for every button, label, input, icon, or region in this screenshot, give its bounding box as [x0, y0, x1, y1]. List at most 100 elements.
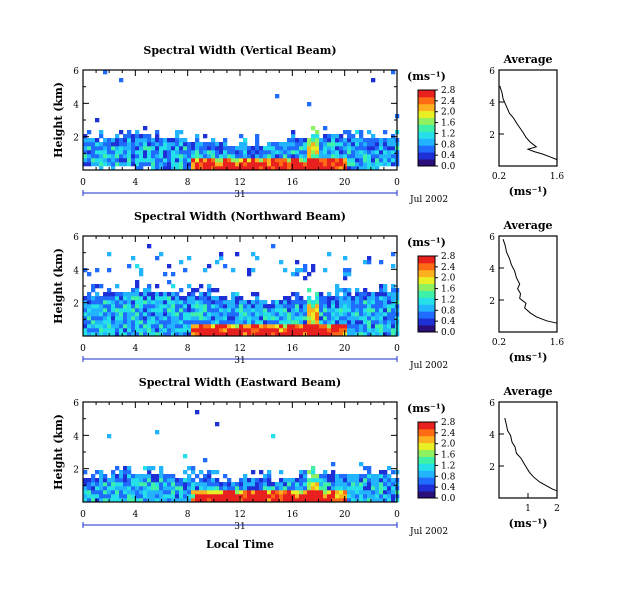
heatmap-cell: [171, 162, 176, 167]
heatmap-cell: [195, 300, 200, 305]
heatmap-cell: [251, 300, 256, 305]
heatmap-cell: [131, 474, 136, 479]
heatmap-cell: [135, 296, 140, 301]
heatmap-cell: [259, 324, 264, 329]
heatmap-cell: [315, 498, 320, 503]
heatmap-cell: [275, 142, 280, 147]
heatmap-cell: [159, 308, 164, 313]
heatmap-cell: [335, 288, 340, 293]
heatmap-cell: [99, 146, 104, 151]
x-tick-label: 0: [80, 510, 86, 520]
heatmap-cell: [299, 162, 304, 167]
heatmap-cell: [179, 288, 184, 293]
x-tick-label: 16: [287, 510, 299, 520]
heatmap-cell: [335, 154, 340, 159]
heatmap-cell: [139, 324, 144, 329]
heatmap-cell: [151, 138, 156, 143]
heatmap-cell: [123, 134, 128, 139]
heatmap-cell: [251, 154, 256, 159]
heatmap-cell: [271, 316, 276, 321]
heatmap-cell: [279, 154, 284, 159]
heatmap-cell: [375, 486, 380, 491]
heatmap-cell: [151, 142, 156, 147]
heatmap-cell: [379, 474, 384, 479]
heatmap-cell: [211, 316, 216, 321]
heatmap-cell: [231, 146, 236, 151]
heatmap-cell: [283, 478, 288, 483]
heatmap-cell: [279, 478, 284, 483]
heatmap-cell: [247, 158, 252, 163]
heatmap-cell: [163, 312, 168, 317]
heatmap-cell: [243, 320, 248, 325]
average-x-tick-label: 0.2: [492, 172, 506, 182]
heatmap-cell: [303, 268, 308, 273]
heatmap-cell: [215, 332, 220, 337]
heatmap-cell: [227, 494, 232, 499]
heatmap-cell: [207, 154, 212, 159]
heatmap-cell: [195, 166, 200, 171]
heatmap-cell: [371, 158, 376, 163]
heatmap-cell: [159, 324, 164, 329]
colorbar-tick-label: 0.4: [441, 317, 456, 327]
heatmap-cell: [215, 166, 220, 171]
heatmap-cell: [235, 252, 240, 257]
heatmap-cell: [147, 470, 152, 475]
heatmap-cell: [243, 498, 248, 503]
heatmap-cell: [367, 466, 372, 471]
heatmap-cell: [183, 312, 188, 317]
heatmap-cell: [243, 486, 248, 491]
heatmap-cell: [143, 332, 148, 337]
heatmap-cell: [171, 332, 176, 337]
heatmap-cell: [311, 486, 316, 491]
heatmap-cell: [123, 466, 128, 471]
heatmap-cell: [283, 490, 288, 495]
heatmap-cell: [171, 494, 176, 499]
heatmap-cell: [327, 158, 332, 163]
heatmap-cell: [183, 304, 188, 309]
heatmap-cell: [239, 320, 244, 325]
heatmap-cell: [211, 332, 216, 337]
heatmap-cell: [115, 490, 120, 495]
heatmap-cell: [215, 142, 220, 147]
heatmap-cell: [367, 292, 372, 297]
heatmap-cell: [195, 142, 200, 147]
heatmap-cell: [247, 268, 252, 273]
heatmap-cell: [119, 478, 124, 483]
heatmap-cell: [199, 328, 204, 333]
average-x-label: (ms⁻¹): [509, 185, 548, 198]
heatmap-cell: [327, 316, 332, 321]
heatmap-cell: [255, 142, 260, 147]
x-tick-label: 0: [394, 510, 400, 520]
heatmap-cell: [239, 304, 244, 309]
heatmap-cell: [127, 146, 132, 151]
heatmap-cell: [83, 498, 88, 503]
heatmap-cell: [295, 296, 300, 301]
heatmap-cell: [371, 494, 376, 499]
heatmap-cell: [127, 304, 132, 309]
heatmap-cell: [99, 470, 104, 475]
heatmap-cell: [351, 162, 356, 167]
heatmap-cell: [247, 324, 252, 329]
heatmap-cell: [99, 284, 104, 289]
heatmap-cell: [131, 332, 136, 337]
heatmap-cell: [95, 316, 100, 321]
heatmap-cell: [343, 154, 348, 159]
heatmap-cell: [271, 332, 276, 337]
heatmap-cell: [259, 162, 264, 167]
heatmap-cell: [367, 332, 372, 337]
heatmap-cell: [339, 296, 344, 301]
heatmap-cell: [243, 324, 248, 329]
heatmap-cell: [83, 494, 88, 499]
heatmap-cell: [391, 296, 396, 301]
heatmap-cell: [175, 490, 180, 495]
heatmap-cell: [295, 304, 300, 309]
heatmap-cell: [211, 296, 216, 301]
heatmap-cell: [139, 142, 144, 147]
heatmap-cell: [271, 324, 276, 329]
heatmap-cell: [155, 316, 160, 321]
heatmap-cell: [195, 288, 200, 293]
heatmap-cell: [139, 138, 144, 143]
heatmap-cell: [211, 150, 216, 155]
heatmap-cell: [251, 146, 256, 151]
heatmap-cell: [155, 138, 160, 143]
